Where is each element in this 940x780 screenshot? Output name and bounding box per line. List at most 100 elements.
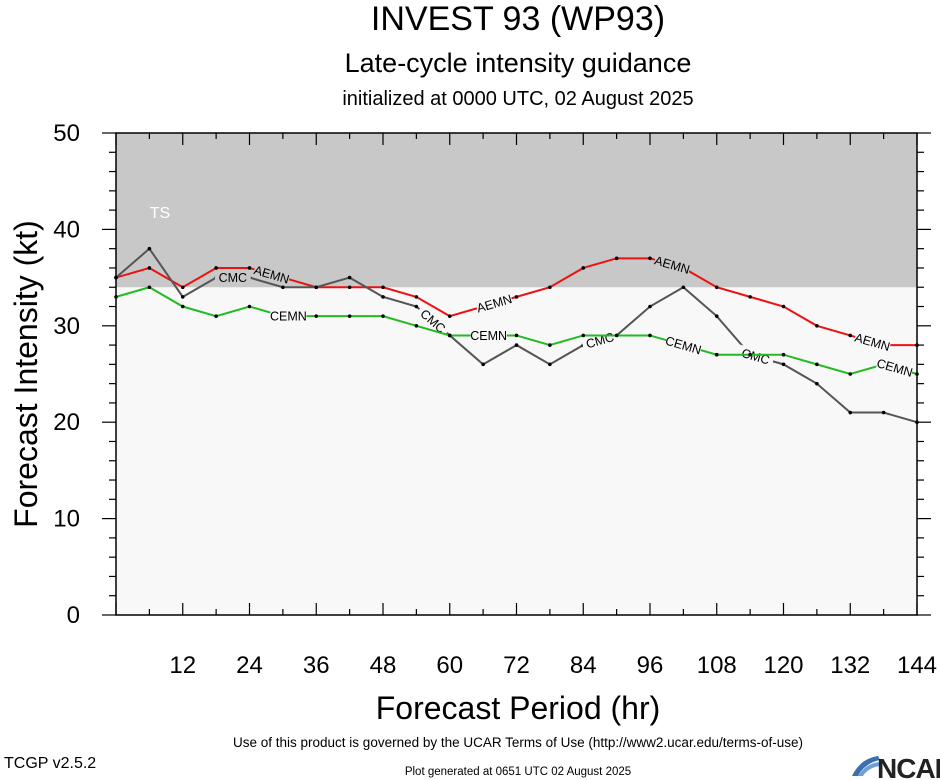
point-cmc-96 (648, 304, 652, 309)
x-tick-label-48: 48 (370, 652, 397, 679)
point-cmc-42 (347, 275, 352, 280)
point-cemn-24 (247, 304, 252, 309)
y-tick-label-50: 50 (53, 120, 80, 147)
chart-subtitle: Late-cycle intensity guidance (345, 48, 692, 78)
point-aemn-114 (748, 295, 752, 299)
y-tick-label-40: 40 (53, 216, 80, 243)
series-label-bg-cmc (580, 328, 620, 352)
series-label-bg-cmc (414, 303, 452, 339)
band-label-ts: TS (150, 205, 170, 222)
ncar-logo-text: NCAR (877, 753, 940, 780)
point-cmc-30 (281, 285, 285, 290)
point-aemn-96 (648, 256, 652, 261)
point-cemn-42 (347, 314, 352, 318)
x-tick-label-36: 36 (303, 652, 330, 679)
y-tick-label-10: 10 (53, 506, 80, 533)
point-aemn-78 (548, 285, 552, 290)
x-tick-label-60: 60 (436, 652, 463, 679)
point-cemn-78 (548, 343, 552, 347)
x-tick-label-72: 72 (503, 652, 530, 679)
chart-init-time: initialized at 0000 UTC, 02 August 2025 (342, 88, 693, 110)
point-cemn-18 (214, 314, 218, 318)
x-tick-label-132: 132 (830, 652, 870, 679)
point-cmc-126 (815, 381, 819, 386)
point-cemn-6 (147, 285, 152, 290)
terms-of-use: Use of this product is governed by the U… (233, 735, 803, 750)
x-axis: 12 24 36 48 60 72 84 96 108 120 132 144 (115, 133, 937, 679)
point-cemn-96 (648, 333, 652, 338)
point-cmc-54 (414, 304, 419, 309)
series-label-cemn: CEMN (470, 329, 507, 343)
point-cmc-66 (481, 362, 485, 367)
y-axis-label: Forecast Intensity (kt) (8, 220, 44, 528)
series-label-bg-cemn (270, 309, 307, 324)
series-label-bg-cmc (736, 344, 775, 369)
point-cemn-132 (848, 372, 853, 376)
x-tick-label-96: 96 (637, 652, 664, 679)
point-cmc-102 (681, 285, 686, 290)
point-cemn-48 (381, 314, 385, 318)
ncar-logo: NCAR (852, 753, 940, 780)
point-cemn-12 (180, 304, 185, 309)
point-aemn-90 (614, 256, 619, 261)
point-cmc-6 (147, 246, 152, 251)
plot-generated-time: Plot generated at 0651 UTC 02 August 202… (405, 766, 631, 778)
series-label-bg-aemn (475, 291, 514, 316)
point-cmc-108 (714, 314, 719, 318)
point-cmc-132 (848, 410, 853, 415)
point-cemn-36 (314, 314, 319, 318)
point-aemn-108 (714, 285, 719, 290)
series-label-cmc: CMC (219, 271, 247, 285)
point-aemn-120 (781, 304, 786, 309)
version-label: TCGP v2.5.2 (4, 755, 96, 772)
point-aemn-48 (381, 285, 385, 290)
point-cmc-36 (314, 285, 319, 290)
series-label-bg-cemn (664, 333, 703, 357)
point-cmc-72 (514, 343, 519, 347)
point-cmc-78 (548, 362, 552, 367)
intensity-bands: TS (116, 133, 917, 288)
ncar-logo-swoosh-icon-2 (858, 762, 880, 776)
y-tick-label-20: 20 (53, 409, 80, 436)
x-tick-label-24: 24 (236, 652, 263, 679)
y-axis: 0 10 20 30 40 50 (53, 120, 931, 629)
point-aemn-6 (147, 266, 152, 270)
x-tick-label-12: 12 (169, 652, 196, 679)
series-label-bg-cmc (214, 270, 251, 285)
point-aemn-72 (514, 295, 519, 299)
point-cemn-84 (581, 333, 586, 338)
point-aemn-12 (180, 285, 185, 290)
point-cmc-12 (180, 295, 185, 299)
point-cemn-126 (815, 362, 819, 367)
point-cemn-90 (614, 333, 619, 338)
point-aemn-18 (214, 266, 218, 270)
point-cemn-114 (748, 352, 752, 357)
series-label-bg-aemn (853, 330, 892, 354)
series-label-bg-aemn (252, 262, 291, 287)
y-tick-label-30: 30 (53, 313, 80, 340)
point-aemn-126 (815, 324, 819, 328)
point-cmc-138 (881, 410, 886, 415)
point-cemn-60 (447, 333, 452, 338)
point-aemn-42 (347, 285, 352, 290)
x-tick-label-144: 144 (897, 652, 937, 679)
point-aemn-132 (848, 333, 853, 338)
point-cmc-48 (381, 295, 385, 299)
point-aemn-24 (247, 266, 252, 270)
point-cemn-72 (514, 333, 519, 338)
series-label-bg-cemn (875, 355, 914, 380)
point-aemn-54 (414, 295, 419, 299)
ncar-logo-swoosh-icon (852, 756, 880, 776)
series-label-bg-aemn (653, 253, 692, 277)
x-tick-label-84: 84 (570, 652, 597, 679)
series-label-cemn: CEMN (270, 310, 307, 324)
series-label-bg-cemn (470, 328, 507, 343)
x-tick-label-120: 120 (763, 652, 803, 679)
y-tick-label-0: 0 (67, 602, 80, 629)
point-cmc-120 (781, 362, 786, 367)
point-aemn-84 (581, 266, 586, 270)
point-cemn-120 (781, 352, 786, 357)
x-tick-label-108: 108 (697, 652, 737, 679)
x-axis-label: Forecast Period (hr) (376, 690, 661, 726)
